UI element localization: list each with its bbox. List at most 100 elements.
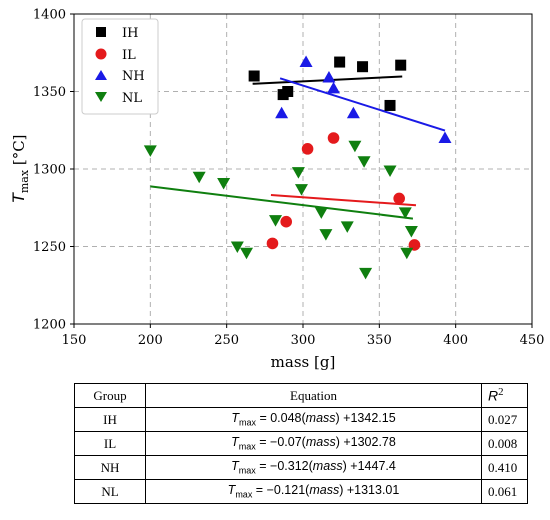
y-tick-label: 1400 — [33, 8, 66, 23]
data-point-nl — [348, 140, 362, 153]
data-point-nl — [383, 165, 397, 178]
equation-var: T — [231, 459, 239, 474]
data-point-il — [280, 215, 293, 228]
data-point-nl — [404, 226, 418, 238]
data-point-nl — [359, 267, 373, 280]
data-point-nl — [398, 207, 412, 219]
y-axis-label-sub: max — [18, 169, 31, 193]
legend-label-nl: NL — [122, 91, 142, 106]
table-row: NL Tmax = −0.121(mass) +1313.01 0.061 — [74, 479, 528, 504]
data-point-nl — [340, 221, 354, 233]
fit-line-nl — [150, 185, 414, 220]
legend-box — [81, 18, 159, 115]
equation-sub: max — [235, 489, 253, 500]
data-point-il — [393, 192, 405, 205]
data-point-nl — [314, 207, 328, 219]
equation-cell: Tmax = −0.07(mass) +1302.78 — [145, 431, 482, 456]
data-point-nh — [299, 55, 313, 68]
data-point-nl — [357, 156, 371, 168]
x-tick-label: 200 — [138, 333, 163, 348]
data-point-nl — [400, 247, 414, 260]
legend-marker-nl — [95, 92, 107, 102]
equation-mass: mass — [309, 483, 340, 498]
y-tick-label: 1300 — [33, 163, 66, 178]
equation-cell: Tmax = 0.048(mass) +1342.15 — [145, 407, 482, 432]
header-r2: R2 — [481, 383, 528, 408]
legend-marker-il — [95, 48, 107, 60]
axis-ticks: 150 200 250 300 350 400 450 1200 1250 1300 1350 140… — [33, 8, 545, 349]
y-tick-label: 1200 — [33, 318, 66, 333]
equation-cell: Tmax = −0.312(mass) +1447.4 — [145, 455, 482, 480]
x-tick-label: 150 — [62, 333, 87, 348]
group-cell: IL — [74, 431, 146, 456]
fit-line-nh — [279, 77, 446, 132]
data-point-nl — [319, 229, 333, 241]
data-point-nh — [346, 106, 360, 119]
equation-rhs: = 0.048( — [255, 411, 306, 426]
equation-var: T — [227, 483, 236, 498]
y-tick-label: 1250 — [33, 240, 66, 255]
data-point-il — [266, 237, 279, 250]
legend-label-nh: NH — [122, 69, 145, 84]
table-row: NH Tmax = −0.312(mass) +1447.4 0.410 — [74, 455, 528, 480]
data-point-nl — [291, 167, 305, 179]
y-axis-label: Tmax [°C] — [9, 134, 31, 203]
data-point-nl — [294, 184, 308, 196]
x-tick-label: 400 — [443, 333, 468, 348]
y-tick-label: 1350 — [33, 85, 66, 100]
equation-var: T — [231, 411, 239, 426]
data-point-ih — [357, 61, 369, 73]
x-axis-label: mass [g] — [271, 353, 336, 371]
equation-rhs: = −0.312( — [255, 459, 313, 474]
equation-cell: Tmax = −0.121(mass) +1313.01 — [145, 479, 482, 504]
r2-cell: 0.027 — [481, 407, 528, 432]
legend-label-il: IL — [122, 48, 136, 63]
equation-mass: mass — [305, 411, 336, 426]
data-point-nl — [217, 177, 231, 190]
legend-item-nl: NL — [95, 91, 142, 106]
fit-line-il — [270, 193, 417, 207]
equation-rhs: = −0.121( — [252, 483, 310, 498]
equation-sub: max — [238, 441, 256, 452]
data-point-nh — [438, 131, 452, 143]
header-r2-sup: 2 — [498, 386, 504, 399]
equation-intercept: ) +1313.01 — [339, 483, 400, 498]
data-point-nh — [327, 81, 341, 94]
data-point-nl — [230, 241, 244, 253]
data-point-nl — [143, 145, 157, 157]
data-point-il — [301, 143, 314, 155]
group-cell: NL — [74, 479, 146, 504]
legend-item-ih: IH — [96, 26, 138, 41]
equation-sub: max — [238, 465, 256, 476]
data-point-nh — [322, 71, 336, 83]
legend-item-nh: NH — [95, 69, 145, 84]
header-group: Group — [74, 383, 146, 408]
group-cell: IH — [74, 407, 146, 432]
data-points — [143, 55, 452, 280]
data-point-ih — [248, 70, 260, 82]
r2-cell: 0.061 — [481, 479, 528, 504]
table-row: IH Tmax = 0.048(mass) +1342.15 0.027 — [74, 407, 528, 432]
data-point-ih — [282, 86, 294, 97]
equation-rhs: = −0.07( — [255, 435, 306, 450]
data-point-nl — [240, 247, 254, 260]
y-axis-label-var: T — [9, 192, 28, 204]
header-r2-label: R — [488, 387, 499, 404]
group-cell: NH — [74, 455, 146, 480]
data-point-ih — [384, 99, 396, 111]
data-point-ih — [395, 59, 407, 71]
data-point-nh — [275, 106, 289, 119]
legend: IH IL NH NL — [81, 18, 159, 115]
r2-cell: 0.008 — [481, 431, 528, 456]
table-header-row: Group Equation R2 — [74, 383, 528, 408]
x-tick-label: 350 — [367, 333, 392, 348]
data-point-nl — [192, 171, 206, 184]
regression-table: Group Equation R2 IH Tmax = 0.048(mass) … — [74, 383, 528, 504]
equation-intercept: ) +1302.78 — [335, 435, 396, 450]
table-row: IL Tmax = −0.07(mass) +1302.78 0.008 — [74, 431, 528, 456]
legend-label-ih: IH — [122, 26, 138, 41]
legend-item-il: IL — [95, 48, 136, 63]
x-tick-label: 450 — [520, 333, 545, 348]
x-tick-label: 300 — [291, 333, 316, 348]
legend-marker-ih — [96, 27, 106, 37]
